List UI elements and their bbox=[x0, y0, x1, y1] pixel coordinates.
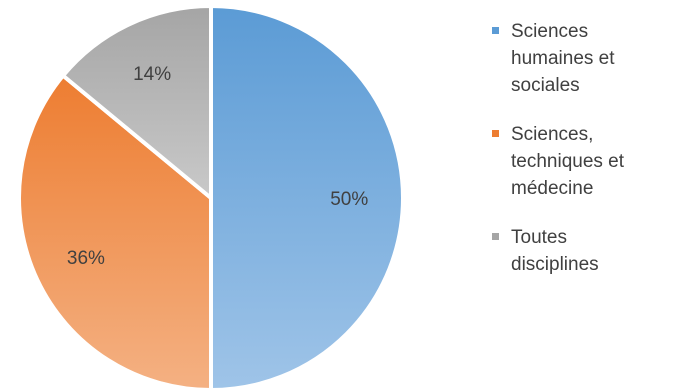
legend-label: Sciences humaines et sociales bbox=[511, 21, 615, 96]
legend-label: Sciences, techniques et médecine bbox=[511, 124, 625, 199]
pie-slice bbox=[209, 4, 405, 389]
legend-swatch bbox=[492, 130, 499, 137]
legend-item: Toutes disciplines bbox=[492, 224, 682, 278]
slice-label: 14% bbox=[133, 64, 171, 85]
slice-label: 36% bbox=[67, 248, 105, 269]
legend-swatch bbox=[492, 233, 499, 240]
legend-item: Sciences humaines et sociales bbox=[492, 18, 682, 99]
legend-swatch bbox=[492, 27, 499, 34]
pie-slice bbox=[61, 4, 213, 200]
slice-label: 50% bbox=[330, 189, 368, 210]
legend: Sciences humaines et sociales Sciences, … bbox=[492, 18, 682, 300]
pie-slice bbox=[17, 73, 213, 389]
legend-item: Sciences, techniques et médecine bbox=[492, 121, 682, 202]
legend-label: Toutes disciplines bbox=[511, 227, 599, 275]
